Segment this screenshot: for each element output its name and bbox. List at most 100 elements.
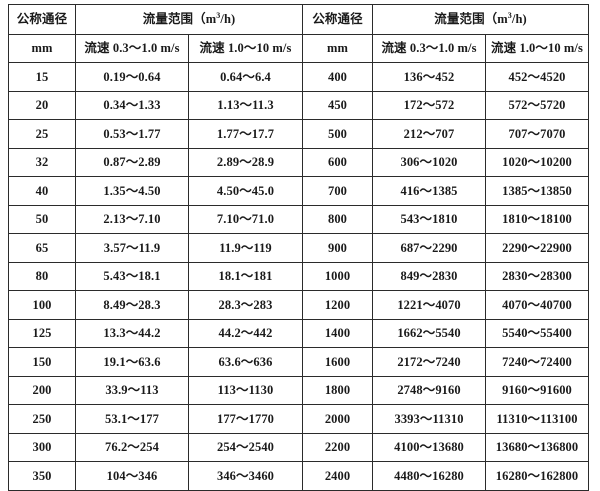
cell-flow-high-right: 2830～28300 [485, 261, 590, 291]
cell-flow-high-left: 18.1～181 [187, 261, 304, 291]
header-velocity-low-left: 流速 0.3～1.0 m/s [75, 34, 189, 63]
header-flow-range-left-text: 流量范围（m [142, 12, 217, 27]
cell-flow-high-right: 572～5720 [485, 90, 590, 120]
cell-flow-low-right: 306～1020 [372, 147, 487, 177]
cell-nominal-diameter-left: 80 [8, 261, 76, 291]
cell-flow-high-left: 7.10～71.0 [187, 204, 304, 234]
cell-nominal-diameter-left: 15 [8, 62, 76, 92]
header-unit-mm-left: mm [8, 34, 76, 63]
table-row: 300 76.2～254 254～2540 2200 4100～13680 13680～1… [8, 432, 590, 462]
cell-flow-low-left: 76.2～254 [75, 432, 189, 462]
cell-flow-high-left: 28.3～283 [187, 290, 304, 320]
cell-flow-high-left: 4.50～45.0 [187, 176, 304, 206]
cell-nominal-diameter-right: 1400 [302, 318, 374, 348]
cell-flow-low-right: 543～1810 [372, 204, 487, 234]
cell-flow-low-right: 2748～9160 [372, 375, 487, 405]
cell-flow-low-left: 104～346 [75, 461, 189, 491]
cell-flow-high-right: 1810～18100 [485, 204, 590, 234]
table-row: 150 19.1～63.6 63.6～636 1600 2172～7240 7240～72… [8, 347, 590, 377]
cell-flow-high-left: 1.77～17.7 [187, 119, 304, 149]
cell-flow-low-left: 0.19～0.64 [75, 62, 189, 92]
cell-flow-low-right: 849～2830 [372, 261, 487, 291]
cell-nominal-diameter-left: 150 [8, 347, 76, 377]
header-row-group: 公称通径 流量范围（m3/h) 公称通径 流量范围（m3/h) [8, 4, 590, 35]
table-row: 80 5.43～18.1 18.1～181 1000 849～2830 2830～2830… [8, 261, 590, 291]
cell-flow-low-right: 3393～11310 [372, 404, 487, 434]
table-row: 125 13.3～44.2 44.2～442 1400 1662～5540 5540～55… [8, 318, 590, 348]
cell-flow-high-right: 16280～162800 [485, 461, 590, 491]
cell-flow-high-left: 254～2540 [187, 432, 304, 462]
cell-flow-low-right: 136～452 [372, 62, 487, 92]
cell-flow-high-left: 177～1770 [187, 404, 304, 434]
cell-flow-high-left: 44.2～442 [187, 318, 304, 348]
cell-nominal-diameter-right: 500 [302, 119, 374, 149]
cell-flow-low-right: 2172～7240 [372, 347, 487, 377]
header-flow-range-right: 流量范围（m3/h) [372, 4, 590, 35]
cell-flow-high-right: 2290～22900 [485, 233, 590, 263]
table-header: 公称通径 流量范围（m3/h) 公称通径 流量范围（m3/h) mm 流速 0.… [8, 4, 590, 63]
header-flow-range-right-exponent: 3 [507, 11, 512, 21]
cell-flow-low-left: 19.1～63.6 [75, 347, 189, 377]
header-flow-range-left-exponent: 3 [216, 11, 221, 21]
table-row: 25 0.53～1.77 1.77～17.7 500 212～707 707～7070 [8, 119, 590, 149]
cell-nominal-diameter-right: 1000 [302, 261, 374, 291]
cell-flow-low-right: 4100～13680 [372, 432, 487, 462]
table-row: 20 0.34～1.33 1.13～11.3 450 172～572 572～5720 [8, 90, 590, 120]
cell-nominal-diameter-right: 2400 [302, 461, 374, 491]
table-body: 15 0.19～0.64 0.64～6.4 400 136～452 452～4520 20 0… [8, 62, 590, 491]
cell-nominal-diameter-left: 32 [8, 147, 76, 177]
table-row: 250 53.1～177 177～1770 2000 3393～11310 11310～1… [8, 404, 590, 434]
cell-nominal-diameter-left: 200 [8, 375, 76, 405]
cell-flow-high-right: 707～7070 [485, 119, 590, 149]
table-row: 100 8.49～28.3 28.3～283 1200 1221～4070 4070～40… [8, 290, 590, 320]
cell-nominal-diameter-right: 700 [302, 176, 374, 206]
cell-flow-low-left: 5.43～18.1 [75, 261, 189, 291]
header-velocity-high-left: 流速 1.0～10 m/s [187, 34, 304, 63]
header-velocity-low-right: 流速 0.3～1.0 m/s [372, 34, 487, 63]
cell-nominal-diameter-left: 250 [8, 404, 76, 434]
table-row: 65 3.57～11.9 11.9～119 900 687～2290 2290～22900 [8, 233, 590, 263]
cell-nominal-diameter-right: 400 [302, 62, 374, 92]
cell-flow-low-left: 1.35～4.50 [75, 176, 189, 206]
cell-nominal-diameter-right: 2000 [302, 404, 374, 434]
header-flow-range-left-unit-tail: /h) [220, 12, 236, 27]
cell-nominal-diameter-right: 450 [302, 90, 374, 120]
table-row: 50 2.13～7.10 7.10～71.0 800 543～1810 1810～1810… [8, 204, 590, 234]
cell-flow-low-left: 2.13～7.10 [75, 204, 189, 234]
cell-nominal-diameter-left: 50 [8, 204, 76, 234]
cell-flow-low-left: 13.3～44.2 [75, 318, 189, 348]
cell-nominal-diameter-left: 100 [8, 290, 76, 320]
header-flow-range-right-text: 流量范围（m [434, 12, 508, 27]
table-row: 200 33.9～113 113～1130 1800 2748～9160 9160～916… [8, 375, 590, 405]
cell-nominal-diameter-right: 2200 [302, 432, 374, 462]
cell-flow-high-right: 9160～91600 [485, 375, 590, 405]
cell-flow-high-right: 452～4520 [485, 62, 590, 92]
header-unit-mm-right: mm [302, 34, 374, 63]
cell-flow-high-left: 0.64～6.4 [187, 62, 304, 92]
cell-flow-high-left: 346～3460 [187, 461, 304, 491]
cell-flow-high-left: 2.89～28.9 [187, 147, 304, 177]
flow-rate-table: 公称通径 流量范围（m3/h) 公称通径 流量范围（m3/h) mm 流速 0.… [8, 4, 590, 491]
cell-nominal-diameter-left: 40 [8, 176, 76, 206]
header-nominal-diameter-right: 公称通径 [302, 4, 374, 35]
table-row: 32 0.87～2.89 2.89～28.9 600 306～1020 1020～1020… [8, 147, 590, 177]
cell-nominal-diameter-left: 25 [8, 119, 76, 149]
cell-flow-low-right: 4480～16280 [372, 461, 487, 491]
cell-flow-low-right: 1662～5540 [372, 318, 487, 348]
cell-flow-high-left: 63.6～636 [187, 347, 304, 377]
cell-nominal-diameter-left: 20 [8, 90, 76, 120]
table-row: 350 104～346 346～3460 2400 4480～16280 16280～16… [8, 461, 590, 491]
cell-flow-high-left: 113～1130 [187, 375, 304, 405]
cell-flow-high-left: 1.13～11.3 [187, 90, 304, 120]
cell-flow-low-right: 1221～4070 [372, 290, 487, 320]
cell-flow-high-right: 1385～13850 [485, 176, 590, 206]
cell-flow-high-right: 4070～40700 [485, 290, 590, 320]
cell-nominal-diameter-left: 125 [8, 318, 76, 348]
cell-nominal-diameter-right: 1800 [302, 375, 374, 405]
cell-flow-high-right: 5540～55400 [485, 318, 590, 348]
cell-flow-high-right: 1020～10200 [485, 147, 590, 177]
cell-flow-low-left: 0.34～1.33 [75, 90, 189, 120]
header-flow-range-left: 流量范围（m3/h) [74, 4, 304, 35]
cell-nominal-diameter-right: 600 [302, 147, 374, 177]
cell-flow-low-right: 172～572 [372, 90, 487, 120]
